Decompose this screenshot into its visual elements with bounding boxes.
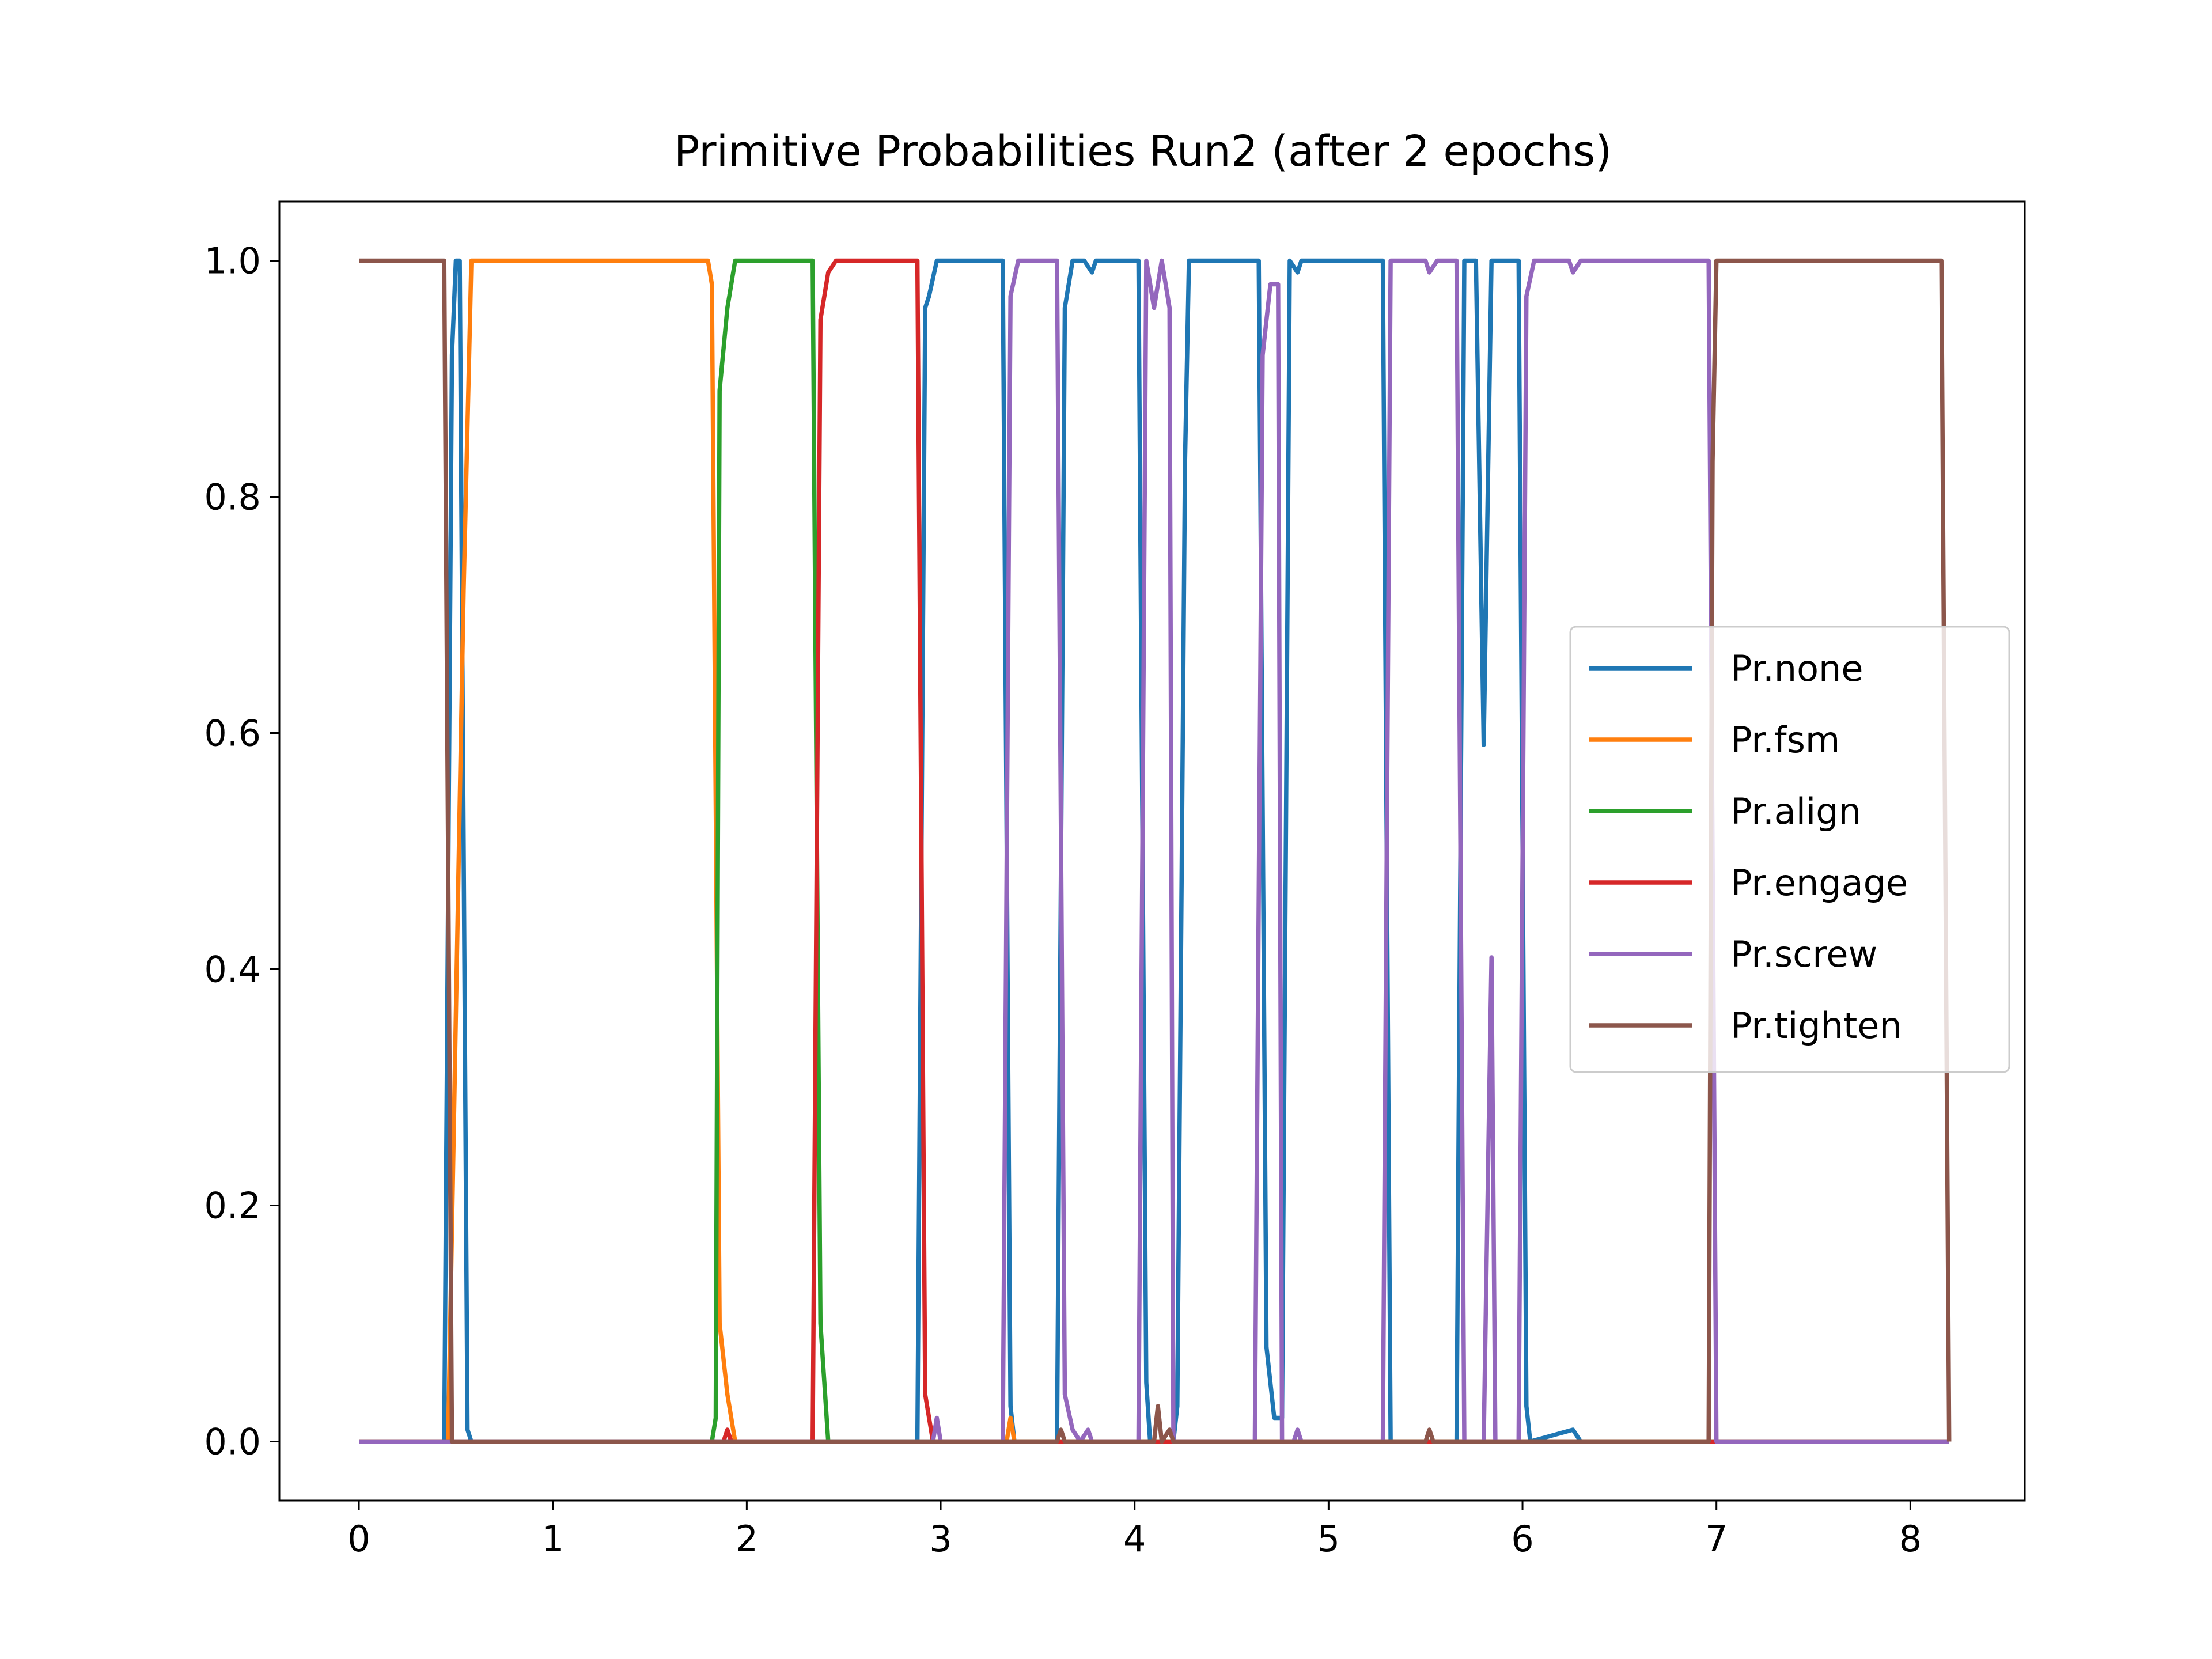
legend-label-5: Pr.tighten [1730, 1005, 1902, 1047]
series-line-pr-screw [359, 258, 1949, 1444]
y-tick-label-2: 0.4 [204, 949, 261, 991]
x-tick-label-1: 1 [541, 1518, 564, 1560]
plot-frame [278, 200, 2026, 1502]
x-tick-label-6: 6 [1511, 1518, 1533, 1560]
series-line-pr-align [359, 258, 1949, 1444]
legend-label-2: Pr.align [1730, 790, 1861, 832]
y-tick-label-1: 0.2 [204, 1185, 261, 1227]
x-tick-label-2: 2 [736, 1518, 758, 1560]
y-tick-label-5: 1.0 [204, 240, 261, 282]
series-line-pr-fsm [359, 258, 1949, 1444]
series-line-pr-tighten [359, 258, 1952, 1444]
legend: Pr.none Pr.fsm Pr.align Pr.engage Pr.screw Pr… [1569, 626, 2010, 1073]
legend-label-4: Pr.screw [1730, 933, 1877, 975]
y-tick-label-3: 0.6 [204, 713, 261, 755]
legend-label-1: Pr.fsm [1730, 719, 1840, 761]
legend-label-0: Pr.none [1730, 647, 1863, 690]
x-tick-label-4: 4 [1123, 1518, 1146, 1560]
x-tick-label-3: 3 [929, 1518, 952, 1560]
series-line-pr-engage [359, 258, 1949, 1444]
legend-label-3: Pr.engage [1730, 862, 1908, 904]
x-tick-label-0: 0 [347, 1518, 370, 1560]
y-tick-label-4: 0.8 [204, 476, 261, 518]
plot-area: 0 1 2 3 4 5 6 7 8 0.0 0.2 0.4 0.6 0.8 1.0 [204, 200, 2026, 1560]
chart-title: Primitive Probabilities Run2 (after 2 ep… [674, 127, 1612, 176]
x-tick-label-7: 7 [1705, 1518, 1728, 1560]
x-tick-label-8: 8 [1899, 1518, 1922, 1560]
x-tick-label-5: 5 [1317, 1518, 1340, 1560]
y-tick-label-0: 0.0 [204, 1421, 261, 1463]
